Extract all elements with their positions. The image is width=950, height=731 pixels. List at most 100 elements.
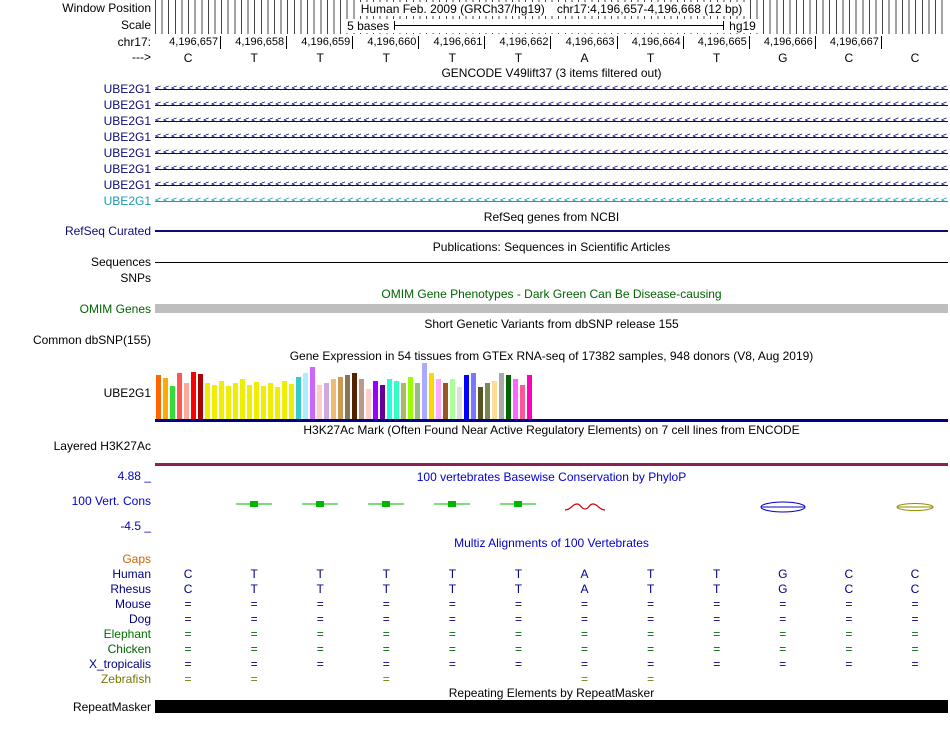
- repeat-element-bar[interactable]: [155, 700, 948, 713]
- gene-line: [155, 105, 948, 106]
- alignment-cell: =: [316, 612, 324, 626]
- coordinate-label: 4,196,666: [750, 35, 816, 49]
- gtex-expression-bar: [387, 379, 392, 419]
- assembly-name: Human Feb. 2009 (GRCh37/hg19): [354, 1, 551, 16]
- gtex-expression-bar: [520, 385, 525, 419]
- alignment-cell: =: [184, 657, 192, 671]
- alignment-cell: T: [250, 582, 258, 596]
- alignment-row: Rhesus C T T T T T A T T G C C: [0, 582, 950, 597]
- scale-ruler-ticks: 5 bases hg19: [155, 17, 948, 34]
- alignment-cell: =: [514, 597, 522, 611]
- refseq-gene-line[interactable]: [155, 230, 948, 232]
- gtex-expression-bar: [401, 383, 406, 419]
- species-label[interactable]: Human: [112, 567, 151, 582]
- sequences-track-row: Sequences: [0, 255, 950, 270]
- alignment-cell: =: [911, 627, 919, 641]
- reference-base: T: [316, 50, 324, 65]
- track-label-repeatmasker[interactable]: RepeatMasker: [72, 699, 151, 714]
- reference-base: C: [910, 50, 920, 65]
- gencode-gene-row: UBE2G1 <<<<<<<<<<<<<<<<<<<<<<<<<<<<<<<<<<…: [0, 177, 950, 193]
- phylop-min-label: -4.5 _: [120, 518, 151, 533]
- gtex-expression-bar: [527, 375, 532, 419]
- gene-label[interactable]: UBE2G1: [103, 97, 151, 112]
- omim-track-row: OMIM Genes: [0, 302, 950, 316]
- gene-label[interactable]: UBE2G1: [103, 81, 151, 96]
- alignment-cell: =: [911, 642, 919, 656]
- track-label-snps[interactable]: SNPs: [120, 270, 151, 285]
- alignment-cell: =: [184, 627, 192, 641]
- alignment-row: X_tropicalis = = = = = = = = = = = =: [0, 657, 950, 672]
- species-label[interactable]: Chicken: [107, 642, 151, 657]
- reference-base: T: [448, 50, 457, 65]
- gene-model[interactable]: <<<<<<<<<<<<<<<<<<<<<<<<<<<<<<<<<<<<<<<<…: [155, 97, 948, 113]
- repeatmasker-track: [155, 700, 948, 714]
- gene-model[interactable]: <<<<<<<<<<<<<<<<<<<<<<<<<<<<<<<<<<<<<<<<…: [155, 145, 948, 161]
- reference-base: C: [844, 50, 854, 65]
- species-label[interactable]: X_tropicalis: [88, 657, 151, 672]
- gene-line: [155, 137, 948, 138]
- species-label[interactable]: Gaps: [122, 552, 151, 567]
- alignment-cell: =: [911, 597, 919, 611]
- track-label-h3k27ac[interactable]: Layered H3K27Ac: [53, 439, 151, 453]
- gene-model[interactable]: <<<<<<<<<<<<<<<<<<<<<<<<<<<<<<<<<<<<<<<<…: [155, 129, 948, 145]
- alignment-cell: =: [647, 597, 655, 611]
- gtex-expression-bar: [219, 381, 224, 419]
- h3k27ac-track: [155, 438, 948, 468]
- reference-base: G: [778, 50, 788, 65]
- alignment-cell: =: [184, 642, 192, 656]
- alignment-cell: =: [382, 597, 390, 611]
- alignment-cell: =: [713, 612, 721, 626]
- track-label-sequences[interactable]: Sequences: [90, 255, 151, 270]
- track-label-phylop[interactable]: 100 Vert. Cons: [71, 494, 151, 509]
- gene-model[interactable]: <<<<<<<<<<<<<<<<<<<<<<<<<<<<<<<<<<<<<<<<…: [155, 161, 948, 177]
- gtex-expression-bar: [513, 379, 518, 419]
- phylop-min-row: -4.5 _: [0, 518, 950, 534]
- gtex-expression-bar: [296, 377, 301, 419]
- gene-model[interactable]: <<<<<<<<<<<<<<<<<<<<<<<<<<<<<<<<<<<<<<<<…: [155, 113, 948, 129]
- gene-label[interactable]: UBE2G1: [103, 161, 151, 176]
- track-label-refseq[interactable]: RefSeq Curated: [64, 224, 151, 239]
- gene-model[interactable]: <<<<<<<<<<<<<<<<<<<<<<<<<<<<<<<<<<<<<<<<…: [155, 81, 948, 97]
- gene-direction-arrows: <<<<<<<<<<<<<<<<<<<<<<<<<<<<<<<<<<<<<<<<…: [155, 83, 948, 94]
- species-label[interactable]: Elephant: [103, 627, 151, 642]
- gene-label[interactable]: UBE2G1: [103, 177, 151, 192]
- track-label-omim[interactable]: OMIM Genes: [79, 301, 151, 316]
- scale-bar: [394, 21, 725, 30]
- alignment-cell: =: [250, 612, 258, 626]
- species-label[interactable]: Mouse: [114, 597, 151, 612]
- species-label[interactable]: Rhesus: [110, 582, 151, 597]
- h3k27ac-signal-line[interactable]: [155, 463, 948, 466]
- alignment-cell: =: [845, 612, 853, 626]
- gtex-chart[interactable]: [155, 363, 948, 422]
- omim-gene-bar[interactable]: [155, 304, 948, 313]
- conservation-tick: [302, 500, 339, 508]
- alignment-cell: =: [581, 627, 589, 641]
- gtex-expression-bar: [177, 373, 182, 419]
- species-label[interactable]: Dog: [128, 612, 151, 627]
- alignment-cells: = = = = = = = = = = = =: [155, 627, 948, 642]
- gene-label[interactable]: UBE2G1: [103, 129, 151, 144]
- gene-model[interactable]: <<<<<<<<<<<<<<<<<<<<<<<<<<<<<<<<<<<<<<<<…: [155, 177, 948, 193]
- gtex-expression-bar: [345, 375, 350, 419]
- gene-label[interactable]: UBE2G1: [103, 113, 151, 128]
- alignment-row: Zebrafish = = = = =: [0, 672, 950, 687]
- sequence-match-line[interactable]: [155, 262, 948, 263]
- gene-label[interactable]: UBE2G1: [103, 193, 151, 208]
- track-label-gtex[interactable]: UBE2G1: [103, 385, 151, 400]
- conservation-lens: [758, 500, 808, 514]
- gtex-expression-bar: [450, 379, 455, 419]
- coordinate-label: 4,196,663: [551, 35, 618, 49]
- top-ruler-ticks: Human Feb. 2009 (GRCh37/hg19) chr17:4,19…: [155, 0, 948, 17]
- coordinate-label: 4,196,660: [353, 35, 420, 49]
- gene-model[interactable]: <<<<<<<<<<<<<<<<<<<<<<<<<<<<<<<<<<<<<<<<…: [155, 193, 948, 209]
- alignment-cell: =: [316, 597, 324, 611]
- repeatmasker-title: Repeating Elements by RepeatMasker: [448, 686, 655, 700]
- gene-label[interactable]: UBE2G1: [103, 145, 151, 160]
- dbsnp-title: Short Genetic Variants from dbSNP releas…: [424, 317, 679, 331]
- species-label[interactable]: Zebrafish: [100, 672, 151, 687]
- track-label-dbsnp[interactable]: Common dbSNP(155): [32, 332, 151, 347]
- phylop-max-label: 4.88 _: [117, 469, 151, 484]
- h3k27ac-title-row: H3K27Ac Mark (Often Found Near Active Re…: [0, 422, 950, 438]
- gencode-title: GENCODE V49lift37 (3 items filtered out): [441, 66, 662, 80]
